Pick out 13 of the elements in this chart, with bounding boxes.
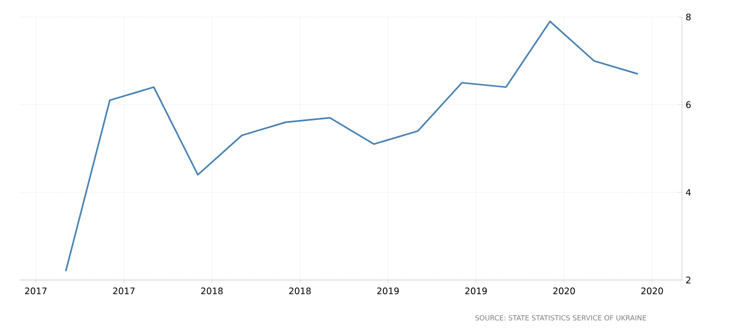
line-series: [64, 20, 639, 272]
x-tick-label: 2020: [641, 288, 663, 294]
y-tick-label: 6: [686, 101, 691, 108]
x-tick-label: 2017: [25, 288, 46, 294]
x-tick-label: 2018: [201, 288, 223, 294]
x-tick-label: 2019: [377, 288, 399, 294]
x-tick-label: 2018: [289, 288, 311, 294]
x-tick-label: 2019: [465, 288, 487, 294]
y-tick-label: 4: [686, 189, 691, 196]
y-tick-label: 2: [686, 276, 690, 284]
x-tick-label: 2020: [553, 288, 575, 294]
x-tick-label: 2017: [113, 288, 135, 294]
y-tick-label: 8: [686, 14, 691, 20]
